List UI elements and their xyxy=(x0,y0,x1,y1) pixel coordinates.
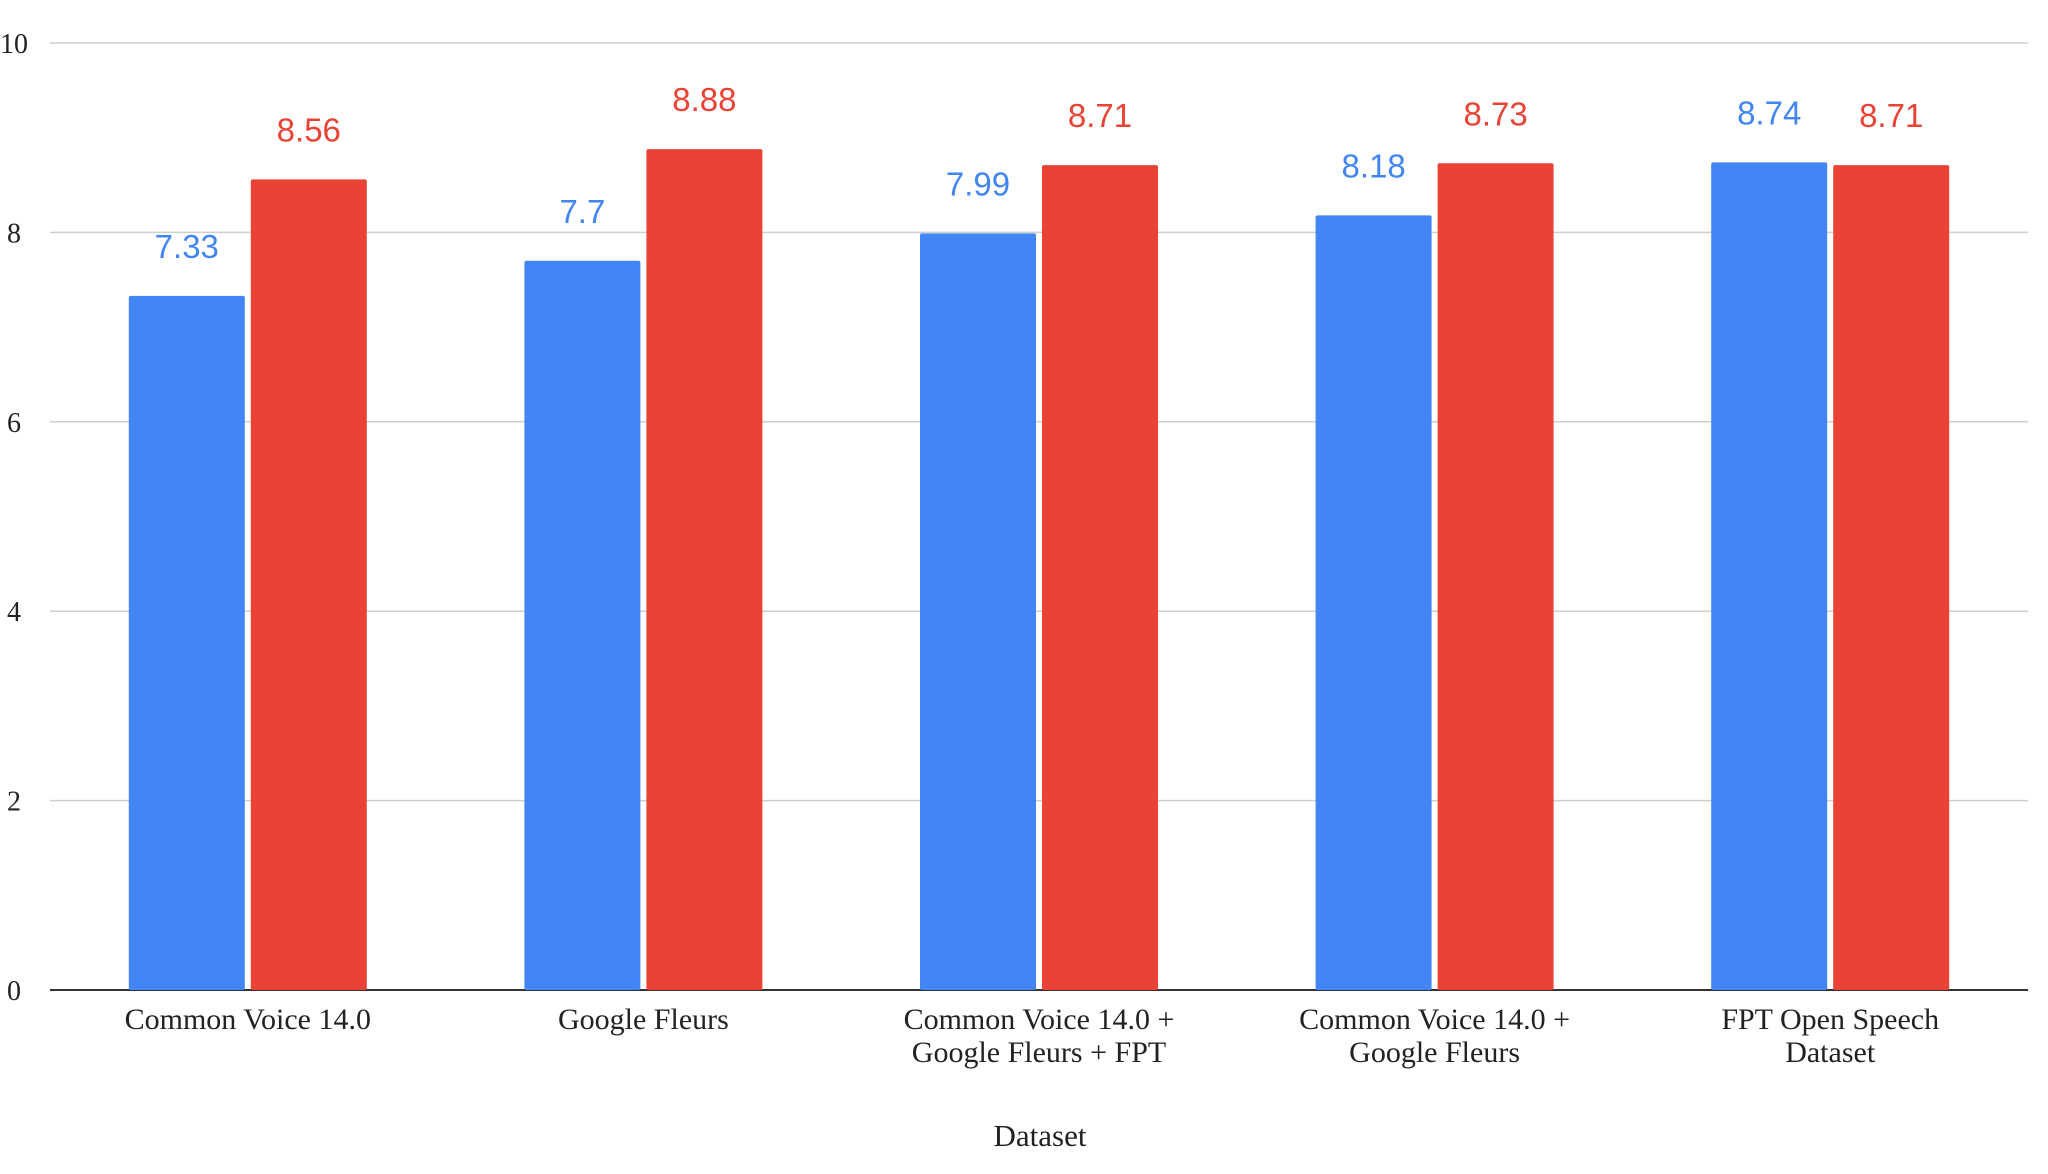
y-tick-label: 0 xyxy=(7,976,21,1007)
data-label: 8.56 xyxy=(277,111,341,148)
data-label: 8.74 xyxy=(1737,94,1801,131)
data-label: 8.88 xyxy=(672,81,736,118)
y-tick-label: 6 xyxy=(7,408,21,439)
y-tick-label: 4 xyxy=(7,597,21,628)
bar xyxy=(1042,165,1158,991)
data-label: 8.71 xyxy=(1068,97,1132,134)
bar xyxy=(250,179,367,991)
data-label: 8.73 xyxy=(1463,95,1527,132)
bar xyxy=(524,260,641,990)
gridlines xyxy=(50,42,2028,991)
x-category-label: Common Voice 14.0 + xyxy=(904,1003,1175,1036)
x-category-label: Common Voice 14.0 xyxy=(125,1003,371,1036)
bar xyxy=(128,295,245,990)
data-label: 7.33 xyxy=(155,228,219,265)
bar xyxy=(1315,215,1432,990)
x-category-label: Dataset xyxy=(1785,1036,1876,1069)
data-label: 8.71 xyxy=(1859,97,1923,134)
bar xyxy=(920,233,1036,991)
x-category-label: Google Fleurs xyxy=(1349,1036,1520,1069)
x-category-label: Google Fleurs + FPT xyxy=(912,1036,1166,1069)
y-axis-ticks: 0 2 4 6 8 10 xyxy=(0,29,28,1007)
data-labels: 7.33 8.56 7.7 8.88 7.99 8.71 8.18 8.73 8.74 8.71 xyxy=(155,81,1924,265)
bar xyxy=(1711,162,1828,990)
x-axis-categories: Common Voice 14.0 Google Fleurs Common Voi… xyxy=(125,1003,1939,1069)
bar xyxy=(1437,163,1554,991)
bar xyxy=(1833,165,1950,991)
x-category-label: FPT Open Speech xyxy=(1721,1003,1939,1036)
y-tick-label: 8 xyxy=(7,218,21,249)
bars xyxy=(128,149,1950,991)
y-tick-label: 10 xyxy=(0,29,28,60)
data-label: 7.99 xyxy=(946,165,1010,202)
x-category-label: Common Voice 14.0 + xyxy=(1299,1003,1570,1036)
y-tick-label: 2 xyxy=(7,787,21,818)
data-label: 7.7 xyxy=(559,193,605,230)
x-category-label: Google Fleurs xyxy=(558,1003,729,1036)
x-axis-title: Dataset xyxy=(994,1118,1087,1153)
bar xyxy=(646,149,763,991)
data-label: 8.18 xyxy=(1341,147,1405,184)
